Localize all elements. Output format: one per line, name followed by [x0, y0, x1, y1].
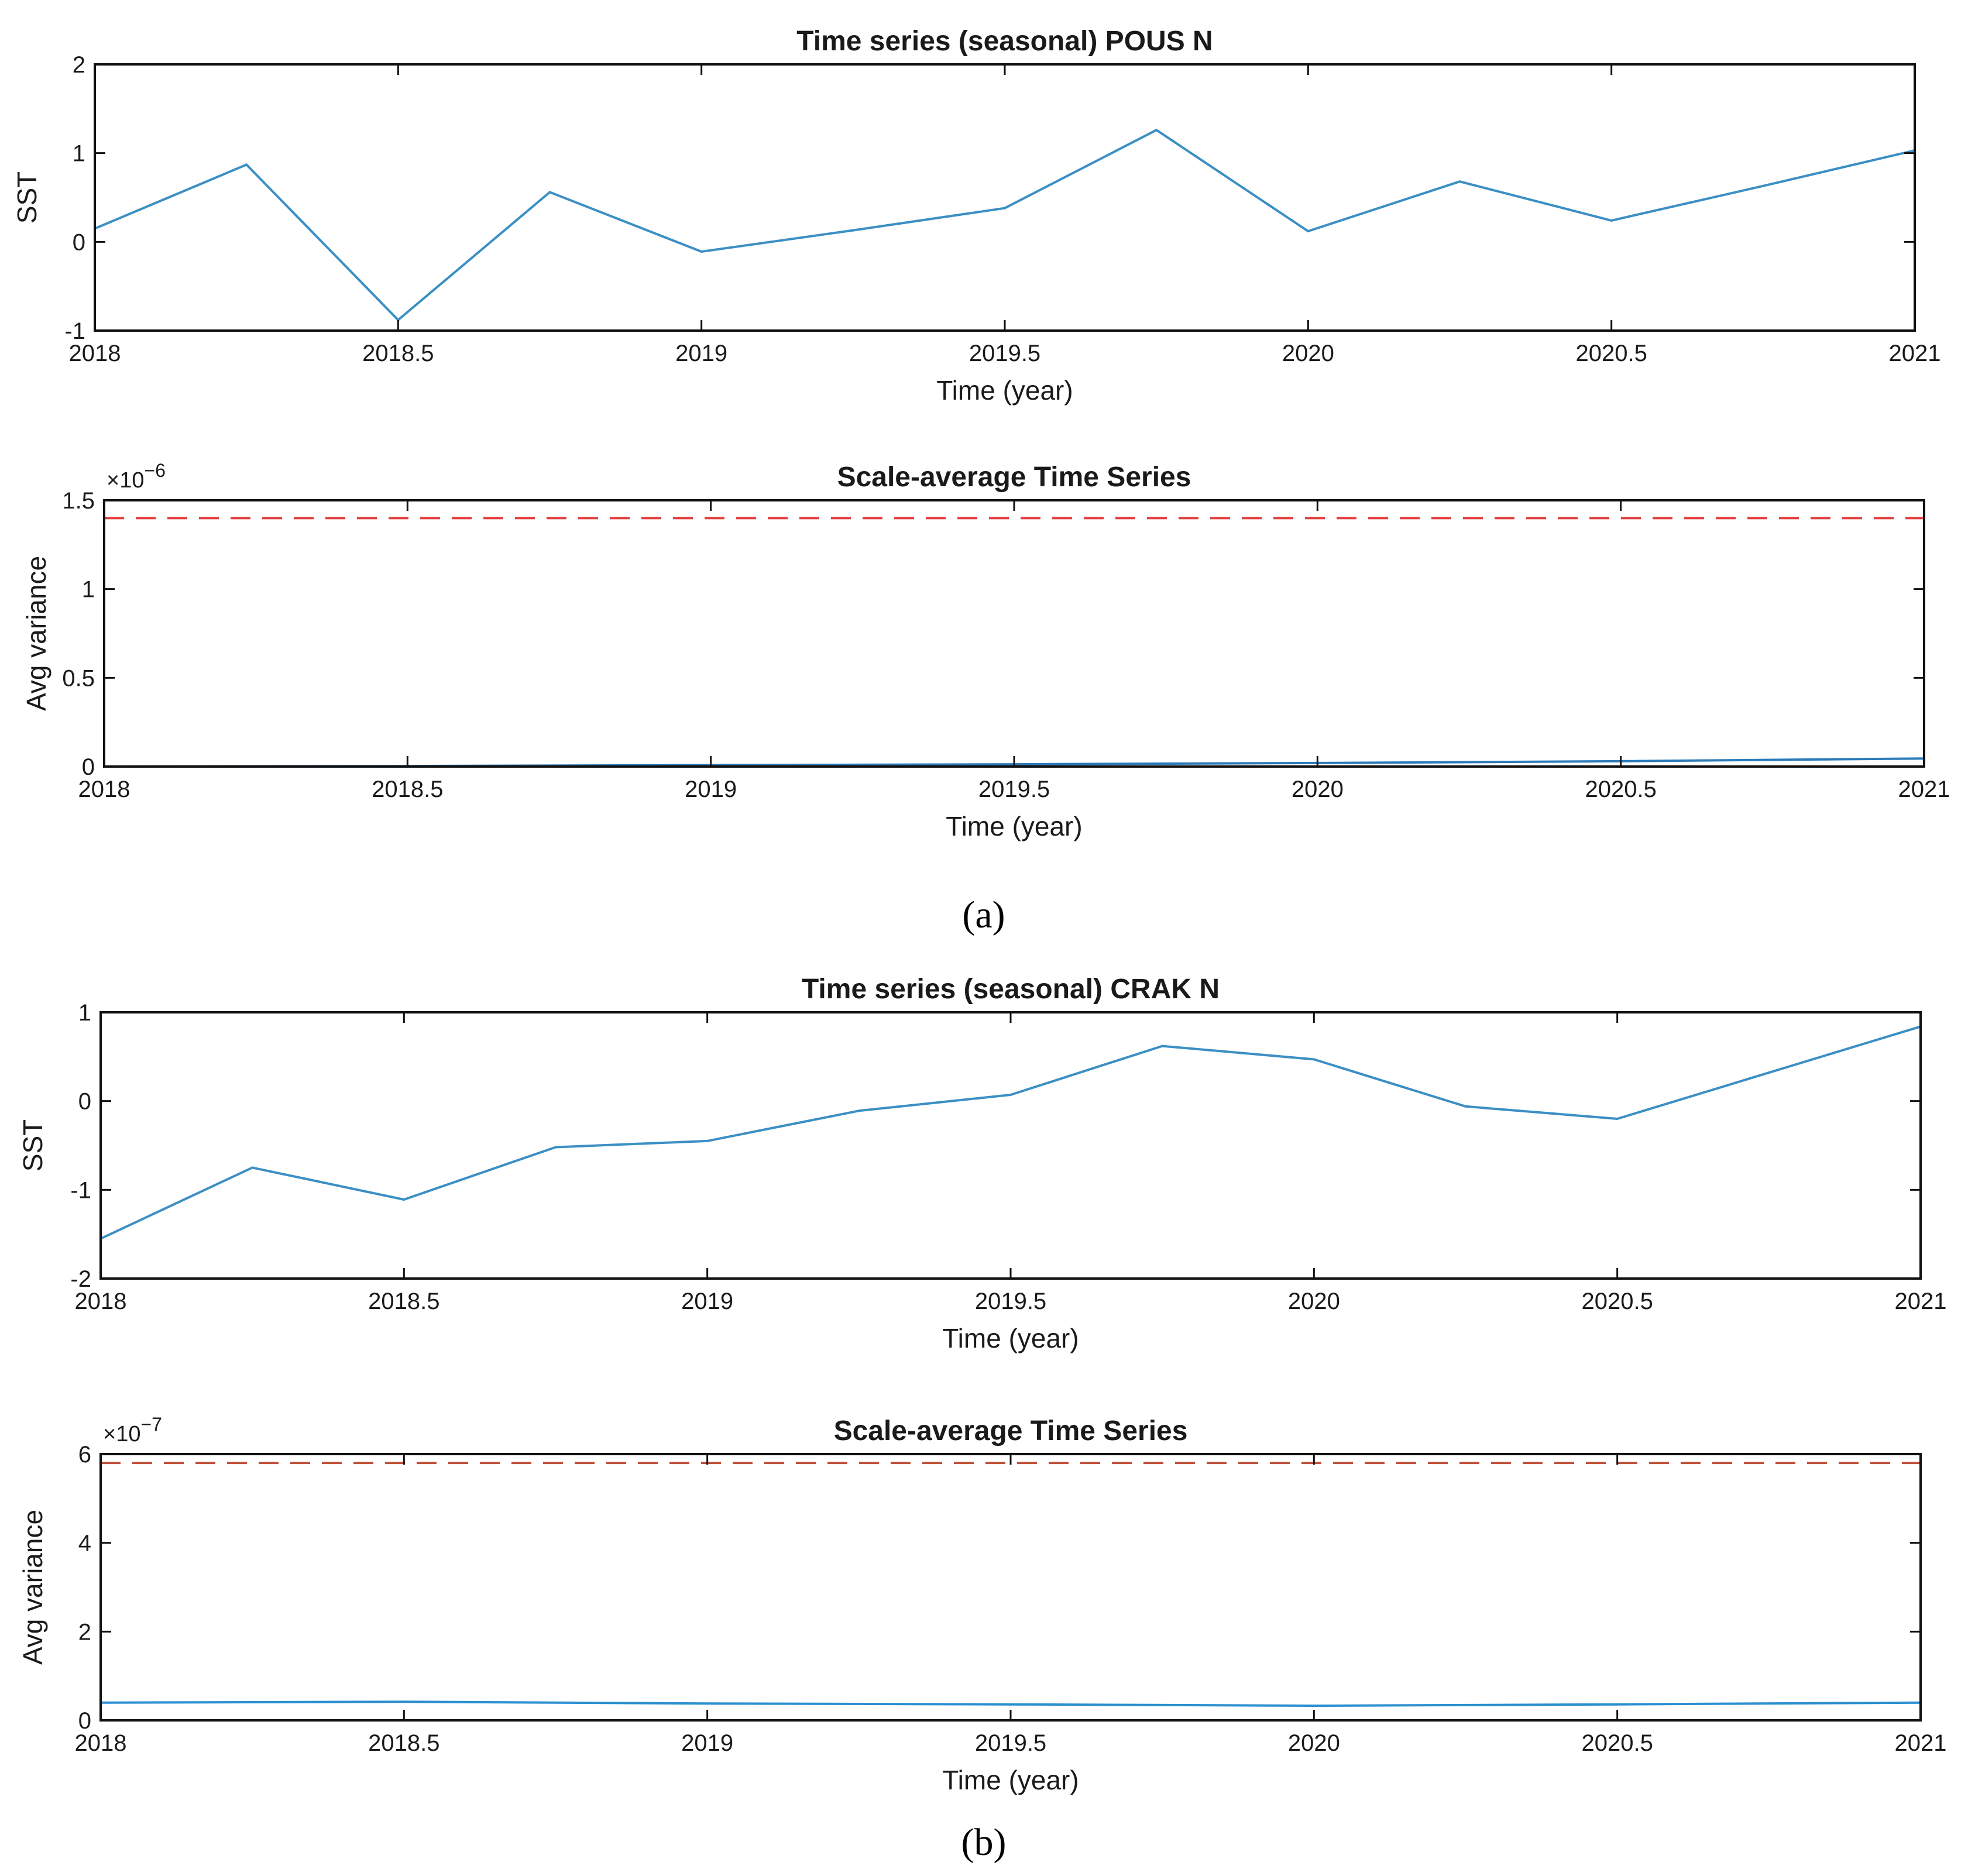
caption-a: (a) [962, 894, 1005, 936]
caption-b: (b) [961, 1821, 1007, 1864]
data-point-2018-25 [251, 1166, 254, 1169]
y-tick-label-0: 0 [73, 229, 85, 255]
y-tick-label-0: 0 [82, 754, 95, 780]
x-tick-label-2018: 2018 [75, 1730, 127, 1756]
y-axis-label: SST [12, 171, 42, 224]
x-tick-label-2019-5: 2019.5 [978, 776, 1050, 802]
data-point-2020-75 [1761, 184, 1764, 187]
chart-title: Time series (seasonal) CRAK N [802, 974, 1220, 1005]
x-tick-label-2018: 2018 [69, 341, 121, 366]
data-point-2019 [706, 1139, 709, 1142]
x-tick-label-2019: 2019 [681, 1730, 733, 1756]
x-tick-label-2019-5: 2019.5 [975, 1730, 1046, 1756]
data-point-2018-75 [548, 191, 551, 194]
x-tick-label-2019-5: 2019.5 [969, 341, 1040, 366]
y-tick-label-0: 0 [78, 1708, 91, 1734]
x-tick-label-2019: 2019 [681, 1289, 733, 1314]
series-line-SST [100, 1025, 1921, 1240]
y-tick-label-0: 0 [78, 1089, 91, 1115]
data-point-2019-5 [1009, 1094, 1012, 1097]
pous-scale-average-chart: Scale-average Time Series 2018 2018.5 2019 2… [21, 460, 1950, 841]
y-tick-label-2: -2 [70, 1266, 91, 1292]
x-tick-label-2018-5: 2018.5 [362, 341, 434, 366]
chart-title: Scale-average Time Series [834, 1415, 1188, 1446]
pous-sst-chart: Time series (seasonal) POUS N 2018 2018.5 2… [12, 26, 1940, 406]
data-point-2020-5 [1610, 219, 1613, 222]
data-point-2020-25 [1464, 1105, 1467, 1108]
data-point-2018-5 [403, 1198, 406, 1201]
y-tick-label-2: 2 [78, 1619, 91, 1645]
x-tick-label-2021: 2021 [1898, 776, 1950, 802]
x-tick-label-2020: 2020 [1282, 341, 1334, 366]
crak-sst-chart: Time series (seasonal) CRAK N 2018 2018.5 2… [18, 974, 1946, 1353]
x-tick-label-2018: 2018 [75, 1289, 127, 1314]
x-tick-label-2021: 2021 [1895, 1730, 1947, 1756]
x-tick-label-2018: 2018 [78, 776, 130, 802]
y-tick-label-1: 1 [82, 577, 95, 603]
data-point-2020 [1313, 1704, 1316, 1707]
data-point-2019 [700, 250, 703, 253]
data-point-2020 [1313, 1058, 1316, 1061]
axes-frame [94, 63, 1916, 332]
data-point-2020-5 [1616, 1118, 1619, 1120]
data-point-2018-25 [245, 163, 248, 166]
x-tick-label-2018-5: 2018.5 [372, 776, 443, 802]
x-tick-label-2020-5: 2020.5 [1585, 776, 1656, 802]
y-axis-exponent: ×10−7 [103, 1414, 162, 1446]
data-point-2019-75 [1155, 129, 1158, 132]
data-point-2019-25 [851, 229, 854, 232]
x-axis-label: Time (year) [942, 1765, 1079, 1795]
data-point-2020-25 [1458, 180, 1461, 183]
data-point-2020-5 [1616, 1703, 1619, 1706]
data-point-2020-75 [1767, 1071, 1770, 1074]
data-point-2019-5 [1009, 1703, 1012, 1706]
x-tick-label-2018-5: 2018.5 [368, 1730, 439, 1756]
x-axis-label: Time (year) [946, 811, 1082, 841]
data-point-2020 [1307, 230, 1310, 233]
x-tick-label-2021: 2021 [1889, 341, 1941, 366]
y-tick-label-6: 6 [78, 1442, 91, 1468]
x-tick-label-2020-5: 2020.5 [1575, 341, 1647, 366]
data-point-2018-75 [554, 1146, 557, 1149]
axes-frame [103, 499, 1925, 768]
y-axis-label: SST [18, 1119, 48, 1171]
data-point-2019 [706, 1702, 709, 1705]
chart-title: Scale-average Time Series [837, 462, 1191, 493]
x-tick-label-2020: 2020 [1288, 1730, 1340, 1756]
axes-frame [99, 1453, 1922, 1722]
y-tick-label-2: 2 [73, 52, 85, 78]
axes-frame [99, 1011, 1922, 1280]
x-tick-label-2020-5: 2020.5 [1581, 1730, 1653, 1756]
x-tick-label-2018-5: 2018.5 [368, 1289, 439, 1314]
x-tick-label-2019: 2019 [685, 776, 737, 802]
x-tick-label-2019: 2019 [675, 341, 727, 366]
y-tick-label-1: -1 [70, 1177, 91, 1203]
series-line-SST [94, 129, 1915, 321]
crak-scale-average-chart: Scale-average Time Series 2018 2018.5 2019 2… [18, 1414, 1946, 1795]
x-axis-label: Time (year) [942, 1323, 1079, 1353]
data-point-2018-5 [403, 1700, 406, 1703]
y-tick-label-1: 1 [73, 141, 85, 167]
y-axis-label: Avg variance [18, 1510, 48, 1665]
y-tick-label-1: -1 [64, 318, 85, 344]
y-tick-label-4: 4 [78, 1531, 91, 1557]
y-tick-label-1-5: 1.5 [62, 488, 95, 514]
y-axis-exponent: ×10−6 [107, 460, 166, 493]
x-tick-label-2020: 2020 [1288, 1289, 1340, 1314]
y-tick-label-1: 1 [78, 1000, 91, 1026]
x-tick-label-2019-5: 2019.5 [975, 1289, 1046, 1314]
y-tick-label-0-5: 0.5 [62, 665, 95, 691]
x-tick-label-2021: 2021 [1895, 1289, 1947, 1314]
data-point-2019-25 [857, 1109, 860, 1112]
data-point-2019-75 [1161, 1044, 1164, 1047]
data-point-2019-5 [1004, 207, 1006, 209]
x-axis-label: Time (year) [936, 375, 1073, 406]
x-tick-label-2020: 2020 [1292, 776, 1344, 802]
x-tick-label-2020-5: 2020.5 [1581, 1289, 1653, 1314]
chart-title: Time series (seasonal) POUS N [796, 26, 1213, 57]
y-axis-label: Avg variance [21, 556, 51, 711]
